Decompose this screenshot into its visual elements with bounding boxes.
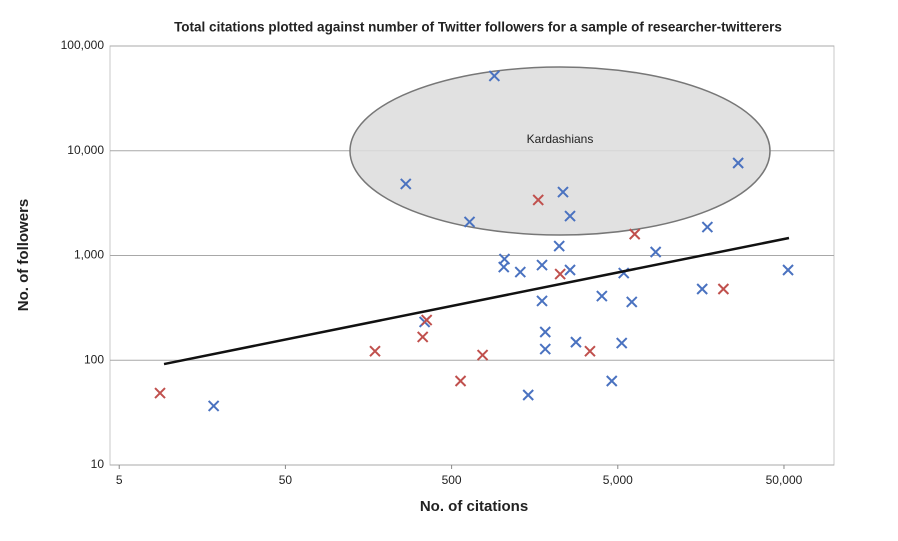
annotation-ellipse [349, 66, 771, 236]
data-point [207, 400, 220, 412]
x-tick-label: 500 [442, 473, 462, 487]
data-point [539, 326, 551, 338]
x-tick-label: 50 [279, 473, 293, 487]
data-point [536, 259, 548, 271]
data-point [454, 375, 467, 387]
data-point [570, 336, 582, 348]
data-point [463, 216, 476, 228]
x-tick-label: 5 [116, 473, 123, 487]
data-point [606, 375, 618, 387]
data-point [420, 314, 433, 326]
data-point [564, 210, 576, 222]
data-point [476, 349, 489, 361]
data-point [557, 186, 569, 198]
data-point [564, 264, 576, 276]
data-point [498, 261, 510, 273]
annotation-label: Kardashians [527, 132, 594, 146]
data-point [616, 337, 628, 349]
data-point [584, 345, 596, 357]
data-point [522, 389, 534, 401]
data-point [649, 246, 662, 258]
data-point [539, 343, 551, 355]
y-tick-label: 10,000 [67, 143, 104, 157]
data-point [514, 266, 526, 278]
data-point [701, 221, 714, 233]
data-point [554, 268, 566, 280]
data-point [732, 157, 744, 169]
data-point [536, 295, 548, 307]
data-point [400, 178, 412, 190]
x-tick-label: 5,000 [603, 473, 633, 487]
y-tick-label: 100 [84, 352, 104, 366]
y-tick-label: 10 [91, 457, 105, 471]
data-point [782, 264, 794, 276]
data-point [488, 70, 501, 82]
data-point [696, 283, 708, 295]
y-tick-label: 100,000 [61, 38, 105, 52]
y-axis-title: No. of followers [15, 199, 32, 312]
data-point [596, 290, 608, 302]
data-point [416, 331, 429, 343]
x-axis-title: No. of citations [420, 498, 528, 515]
data-point [626, 296, 638, 308]
chart-title: Total citations plotted against number o… [174, 20, 782, 35]
trend-line [163, 236, 790, 366]
data-point [553, 240, 565, 252]
y-tick-label: 1,000 [74, 248, 104, 262]
data-point [369, 345, 381, 357]
data-point [154, 387, 166, 399]
x-tick-label: 50,000 [766, 473, 803, 487]
data-point [628, 228, 641, 240]
data-point [717, 283, 730, 295]
data-point [532, 194, 544, 206]
